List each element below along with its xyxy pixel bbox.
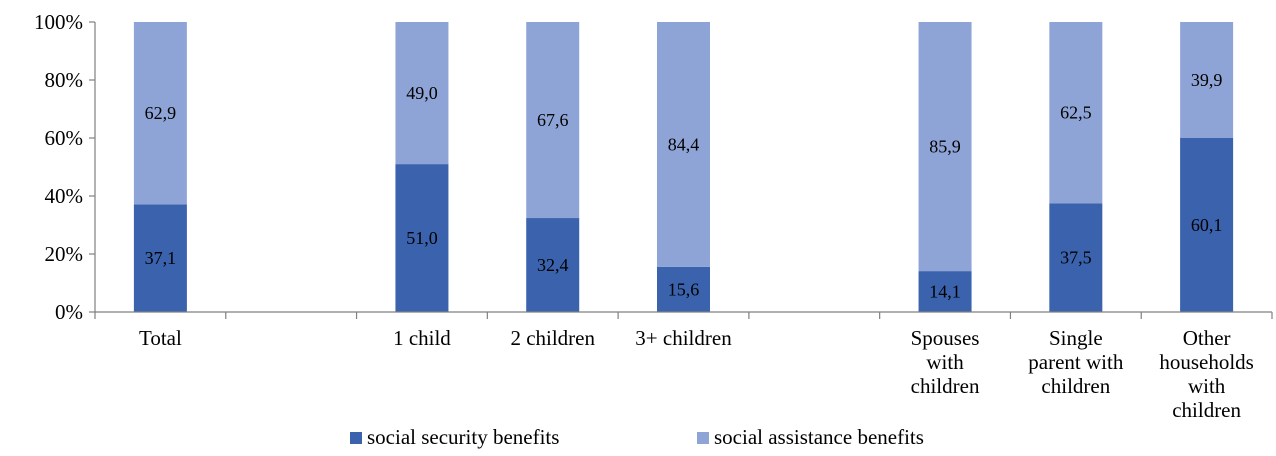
data-label-social-security-3: 32,4 xyxy=(537,255,569,275)
bar-segment-social-assistance-2 xyxy=(395,22,449,165)
bar-segment-social-security-8 xyxy=(1180,137,1234,312)
bar-segment-social-assistance-8 xyxy=(1180,22,1234,138)
category-label-line: 3+ children xyxy=(635,326,732,350)
legend-social-security: social security benefits xyxy=(350,425,559,449)
y-tick-label: 60% xyxy=(45,126,84,150)
data-label-social-security-4: 15,6 xyxy=(668,279,700,299)
legend-swatch xyxy=(350,432,362,444)
category-label-line: Total xyxy=(139,326,182,350)
category-label-line: children xyxy=(911,374,980,398)
data-label-social-assistance-8: 39,9 xyxy=(1191,70,1223,90)
y-tick-label: 80% xyxy=(45,68,84,92)
bars-layer xyxy=(133,22,1234,312)
bar-segment-social-assistance-7 xyxy=(1049,22,1103,204)
data-label-social-assistance-3: 67,6 xyxy=(537,110,569,130)
category-label-7: Single parent with children xyxy=(1028,326,1124,398)
category-label-line: Other xyxy=(1183,326,1231,350)
data-label-social-assistance-4: 84,4 xyxy=(668,134,700,154)
bar-segment-social-security-6 xyxy=(918,271,972,312)
labels-layer: 37,1 62,9 51,0 49,0 32,4 67,6 15,6 84,4 14,1 85,9… xyxy=(139,70,1254,422)
bar-segment-social-security-3 xyxy=(526,218,580,312)
legend-label: social security benefits xyxy=(367,425,559,449)
y-tick-label: 100% xyxy=(34,10,83,34)
data-label-social-security-0: 37,1 xyxy=(145,248,177,268)
y-tick-label: 20% xyxy=(45,242,84,266)
bar-segment-social-assistance-6 xyxy=(918,22,972,272)
axes-layer: 0% 20% 40% 60% 80% 100% xyxy=(34,10,1273,324)
data-label-social-security-8: 60,1 xyxy=(1191,215,1223,235)
data-label-social-assistance-2: 49,0 xyxy=(406,83,438,103)
bar-segment-social-security-2 xyxy=(395,164,449,312)
data-label-social-assistance-7: 62,5 xyxy=(1060,103,1092,123)
category-label-8: Other households with children xyxy=(1159,326,1254,422)
legend-label: social assistance benefits xyxy=(714,425,924,449)
bar-segment-social-security-0 xyxy=(133,204,187,312)
bar-segment-social-assistance-4 xyxy=(657,22,710,267)
category-label-line: children xyxy=(1172,398,1241,422)
category-label-line: with xyxy=(926,350,964,374)
category-label-line: Single xyxy=(1049,326,1103,350)
legend-social-assistance: social assistance benefits xyxy=(697,425,924,449)
data-label-social-security-2: 51,0 xyxy=(406,228,438,248)
category-label-line: Spouses xyxy=(911,326,980,350)
bar-segment-social-security-4 xyxy=(657,266,710,312)
y-tick-label: 0% xyxy=(55,300,83,324)
y-tick-label: 40% xyxy=(45,184,84,208)
bar-segment-social-security-7 xyxy=(1049,203,1103,312)
category-label-3: 2 children xyxy=(510,326,595,350)
legend-swatch xyxy=(697,432,709,444)
category-label-line: children xyxy=(1041,374,1110,398)
category-label-line: with xyxy=(1188,374,1226,398)
category-label-2: 1 child xyxy=(393,326,451,350)
data-label-social-assistance-0: 62,9 xyxy=(145,103,177,123)
data-label-social-assistance-6: 85,9 xyxy=(929,137,961,157)
category-label-line: parent with xyxy=(1028,350,1124,374)
category-label-line: 1 child xyxy=(393,326,451,350)
bar-segment-social-assistance-0 xyxy=(133,22,187,205)
data-label-social-security-7: 37,5 xyxy=(1060,248,1092,268)
category-label-line: households xyxy=(1159,350,1254,374)
category-label-0: Total xyxy=(139,326,182,350)
category-label-line: 2 children xyxy=(510,326,595,350)
data-label-social-security-6: 14,1 xyxy=(929,282,961,302)
category-label-4: 3+ children xyxy=(635,326,732,350)
category-label-6: Spouses with children xyxy=(911,326,980,398)
legend: social security benefits social assistanc… xyxy=(350,425,924,449)
bar-segment-social-assistance-3 xyxy=(526,22,580,219)
